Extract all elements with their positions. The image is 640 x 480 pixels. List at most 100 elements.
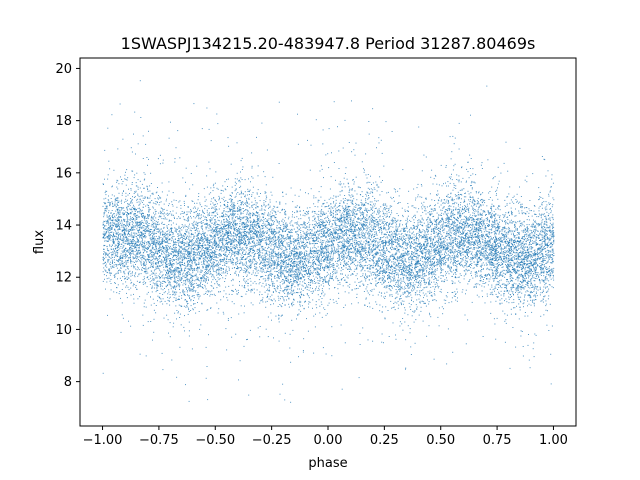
data-point (178, 271, 180, 273)
data-point (259, 235, 261, 237)
data-point (363, 276, 365, 278)
data-point (123, 218, 125, 220)
data-point (381, 233, 383, 235)
data-point (373, 288, 375, 290)
data-point (197, 232, 199, 234)
data-point (480, 244, 482, 246)
data-point (184, 299, 186, 301)
data-point (444, 222, 446, 224)
data-point (548, 239, 550, 241)
data-point (351, 203, 353, 205)
data-point (405, 248, 406, 250)
data-point (284, 220, 285, 222)
data-point (131, 234, 133, 236)
data-point (545, 254, 547, 256)
data-point (235, 195, 237, 197)
data-point (223, 245, 225, 247)
data-point (545, 257, 547, 259)
data-point (231, 261, 233, 263)
data-point (415, 274, 417, 276)
data-point (274, 215, 276, 217)
data-point (426, 229, 427, 231)
data-point (409, 234, 411, 236)
data-point (191, 261, 193, 263)
data-point (343, 246, 345, 247)
data-point (411, 256, 413, 258)
data-point (290, 271, 292, 273)
data-point (472, 198, 474, 200)
data-point (348, 194, 350, 196)
data-point (488, 262, 490, 264)
data-point (338, 230, 340, 232)
data-point (299, 281, 301, 283)
data-point (366, 214, 368, 216)
data-point (390, 230, 392, 232)
data-point (251, 247, 253, 249)
data-point (185, 384, 186, 386)
data-point (175, 212, 177, 214)
data-point (263, 219, 265, 221)
data-point (482, 247, 484, 249)
data-point (208, 256, 210, 258)
data-point (270, 312, 272, 314)
data-point (339, 217, 340, 219)
data-point (274, 265, 276, 266)
data-point (271, 230, 272, 232)
data-point (117, 229, 119, 231)
data-point (261, 238, 263, 240)
data-point (179, 264, 181, 266)
data-point (231, 233, 232, 235)
data-point (193, 227, 195, 228)
data-point (167, 236, 169, 238)
data-point (180, 278, 182, 280)
data-point (341, 217, 343, 218)
data-point (323, 225, 325, 226)
data-point (284, 261, 286, 263)
data-point (543, 275, 545, 277)
data-point (353, 260, 355, 262)
data-point (348, 190, 350, 192)
data-point (372, 189, 374, 191)
data-point (168, 245, 170, 247)
data-point (514, 240, 516, 242)
data-point (476, 251, 477, 253)
data-point (167, 215, 169, 216)
data-point (414, 268, 416, 269)
data-point (362, 257, 364, 259)
data-point (270, 226, 272, 228)
data-point (428, 281, 430, 283)
data-point (408, 278, 410, 280)
data-point (320, 247, 322, 249)
data-point (266, 297, 268, 298)
data-point (446, 296, 448, 298)
data-point (227, 224, 228, 226)
data-point (161, 300, 163, 302)
data-point (403, 288, 405, 290)
data-point (462, 258, 463, 260)
data-point (346, 231, 347, 233)
data-point (233, 202, 235, 204)
data-point (165, 248, 167, 250)
data-point (493, 248, 495, 250)
data-point (360, 243, 362, 245)
data-point (188, 267, 190, 269)
data-point (243, 204, 244, 206)
data-point (245, 271, 247, 273)
data-point (109, 219, 111, 221)
data-point (120, 253, 122, 255)
data-point (176, 291, 178, 293)
data-point (161, 240, 163, 242)
data-point (265, 264, 267, 266)
data-point (322, 256, 324, 258)
data-point (183, 305, 185, 307)
data-point (397, 256, 399, 258)
data-point (236, 252, 238, 254)
data-point (440, 225, 442, 227)
data-point (348, 228, 350, 230)
data-point (306, 267, 308, 269)
data-point (231, 253, 233, 255)
data-point (315, 304, 317, 306)
data-point (265, 261, 267, 263)
data-point (431, 249, 432, 251)
data-point (350, 259, 351, 261)
